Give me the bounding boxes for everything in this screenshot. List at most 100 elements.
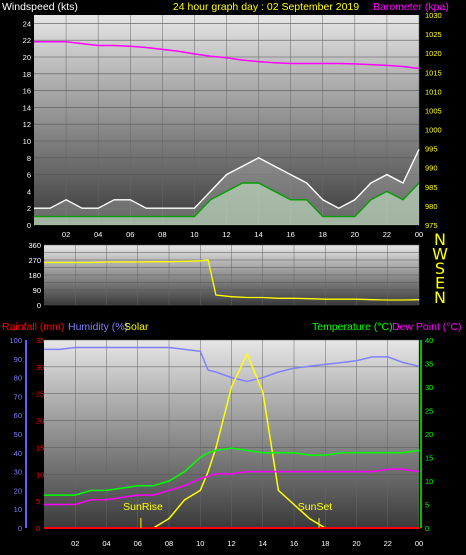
humidity-y-tick: 70 — [14, 392, 22, 401]
climate-x-tick: 14 — [259, 539, 267, 548]
wind-x-tick: 00 — [415, 230, 423, 239]
wind-average-area — [34, 183, 419, 225]
direction-line — [44, 259, 420, 301]
humidity-y-tick: 0 — [18, 524, 22, 533]
barometer-y-tick: 1015 — [425, 68, 442, 77]
barometer-line — [34, 40, 420, 70]
wind-x-tick: 14 — [254, 230, 262, 239]
wind-y-tick: 16 — [23, 87, 31, 96]
climate-ticks: 0510152025303501020304050607080901000510… — [9, 336, 433, 548]
wind-ticks: 0246810121416182022249759809859909951000… — [23, 11, 442, 239]
solar-axis-title: Solar — [124, 321, 149, 333]
barometer-y-tick: 980 — [425, 202, 438, 211]
wind-x-tick: 06 — [126, 230, 134, 239]
compass-label: S — [435, 259, 445, 278]
chart-title: 24 hour graph day : 02 September 2019 — [173, 1, 359, 13]
climate-series — [44, 346, 420, 529]
humidity-line — [44, 346, 420, 383]
temperature-y-tick: 25 — [425, 407, 433, 416]
wind-x-tick: 18 — [319, 230, 327, 239]
barometer-y-tick: 975 — [425, 221, 438, 230]
humidity-axis-title: Humidity (%) — [68, 321, 128, 333]
wind-x-tick: 20 — [351, 230, 359, 239]
barometer-y-tick: 985 — [425, 183, 438, 192]
climate-x-tick: 00 — [415, 539, 423, 548]
temperature-y-tick: 30 — [425, 383, 433, 392]
compass-label: N — [434, 288, 446, 307]
barometer-y-tick: 1010 — [425, 87, 442, 96]
barometer-y-tick: 1005 — [425, 106, 442, 115]
humidity-y-tick: 80 — [14, 374, 22, 383]
barometer-y-tick: 1025 — [425, 30, 442, 39]
rainfall-axis-title: Rainfall (mm) — [2, 321, 64, 333]
wind-y-tick: 20 — [23, 53, 31, 62]
humidity-y-tick: 50 — [14, 430, 22, 439]
humidity-y-tick: 90 — [14, 355, 22, 364]
climate-x-tick: 04 — [102, 539, 110, 548]
wind-series — [34, 40, 420, 225]
compass-label: W — [432, 245, 448, 264]
wind-y-tick: 6 — [27, 171, 31, 180]
wind-y-tick: 18 — [23, 70, 31, 79]
humidity-y-tick: 30 — [14, 468, 22, 477]
direction-y-tick: 0 — [37, 301, 41, 310]
wind-axis-title: Windspeed (kts) — [2, 1, 78, 13]
wind-y-tick: 12 — [23, 120, 31, 129]
wind-gust-area — [34, 149, 419, 225]
wind-y-tick: 14 — [23, 103, 31, 112]
wind-y-tick: 24 — [23, 19, 31, 28]
climate-x-tick: 10 — [196, 539, 204, 548]
direction-grid — [44, 244, 420, 306]
climate-x-tick: 06 — [134, 539, 142, 548]
temperature-line — [44, 447, 420, 496]
temperature-y-tick: 35 — [425, 360, 433, 369]
wind-x-tick: 02 — [62, 230, 70, 239]
wind-y-tick: 0 — [27, 221, 31, 230]
wind-x-tick: 12 — [222, 230, 230, 239]
wind-x-tick: 08 — [158, 230, 166, 239]
temperature-y-tick: 40 — [425, 336, 433, 345]
direction-y-tick: 90 — [33, 286, 41, 295]
temperature-y-tick: 0 — [425, 524, 429, 533]
sunset-label: SunSet — [298, 501, 333, 513]
rainfall-y-tick: 35 — [36, 336, 44, 345]
dewpoint-axis-title: Dew Point (°C) — [392, 321, 462, 333]
wind-y-tick: 8 — [27, 154, 31, 163]
temperature-axis-title: Temperature (°C) — [312, 321, 393, 333]
wind-x-tick: 04 — [94, 230, 102, 239]
wind-y-tick: 22 — [23, 36, 31, 45]
climate-x-tick: 20 — [352, 539, 360, 548]
temperature-y-tick: 10 — [425, 477, 433, 486]
wind-x-tick: 16 — [286, 230, 294, 239]
climate-x-tick: 16 — [290, 539, 298, 548]
rainfall-y-tick: 20 — [36, 417, 44, 426]
barometer-y-tick: 990 — [425, 164, 438, 173]
compass-label: E — [435, 274, 445, 293]
humidity-y-tick: 20 — [14, 486, 22, 495]
rainfall-y-tick: 5 — [36, 497, 40, 506]
climate-panel: 0510152025303501020304050607080901000510… — [9, 336, 433, 548]
dewpoint-line — [44, 468, 420, 506]
wind-x-tick: 10 — [190, 230, 198, 239]
wind-y-tick: 10 — [23, 137, 31, 146]
temperature-y-tick: 15 — [425, 454, 433, 463]
climate-x-tick: 22 — [384, 539, 392, 548]
humidity-y-tick: 10 — [14, 505, 22, 514]
humidity-y-tick: 40 — [14, 449, 22, 458]
rainfall-y-tick: 10 — [36, 470, 44, 479]
climate-x-tick: 02 — [71, 539, 79, 548]
direction-y-tick: 180 — [28, 271, 41, 280]
wind-y-tick: 4 — [27, 187, 31, 196]
compass-label: N — [434, 230, 446, 249]
direction-series — [44, 259, 420, 301]
rainfall-y-tick: 30 — [36, 363, 44, 372]
climate-x-tick: 12 — [227, 539, 235, 548]
rainfall-y-tick: 25 — [36, 390, 44, 399]
climate-x-tick: 18 — [321, 539, 329, 548]
wind-x-tick: 22 — [383, 230, 391, 239]
wind-y-tick: 2 — [27, 204, 31, 213]
direction-y-tick: 270 — [28, 256, 41, 265]
rainfall-y-tick: 0 — [36, 524, 40, 533]
